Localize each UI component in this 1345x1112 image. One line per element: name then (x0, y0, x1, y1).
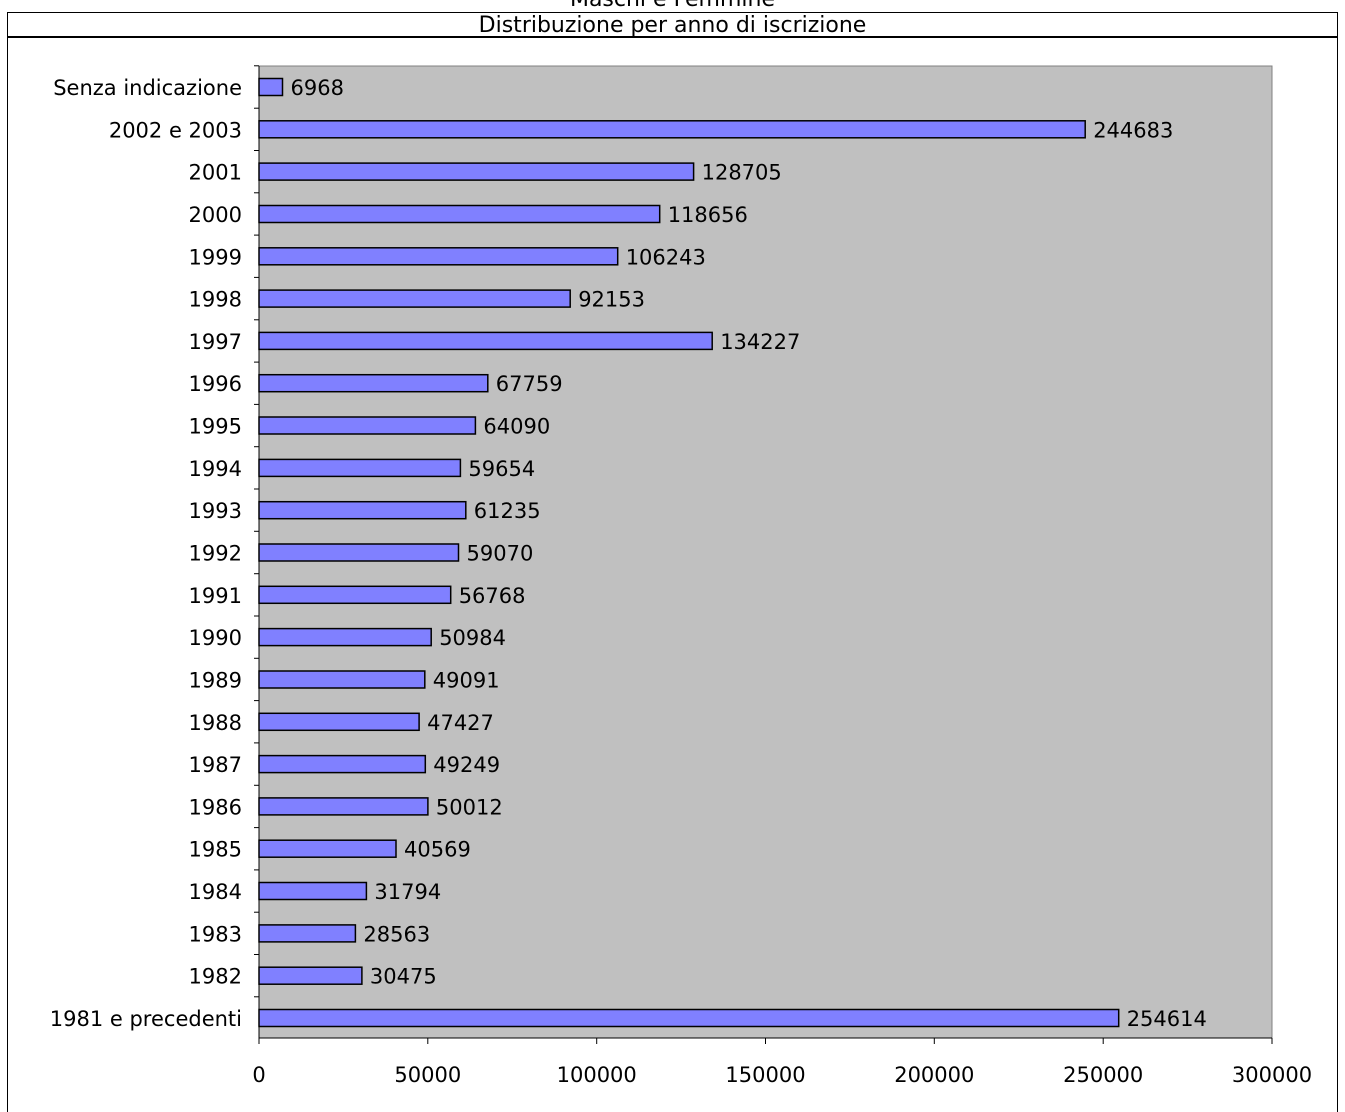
category-label: 1985 (189, 838, 242, 862)
data-label: 47427 (427, 711, 494, 735)
category-label: 1998 (189, 288, 242, 312)
bar (258, 966, 363, 985)
bar (258, 120, 1086, 139)
category-label: 1982 (189, 965, 242, 989)
chart-supertitle: Maschi e Femmine (0, 0, 1345, 12)
category-label: 1990 (189, 626, 242, 650)
bar (258, 754, 427, 774)
bar (258, 712, 420, 732)
category-labels-group: Senza indicazione 2002 e 2003 2001 2000 1999… (50, 65, 259, 1031)
data-label: 118656 (668, 203, 748, 227)
category-label: 1983 (189, 922, 242, 946)
bar (258, 670, 426, 689)
chart-frame (7, 37, 1338, 1112)
x-axis: 0 50000 100000 150000 200000 250000 300000 (252, 1037, 1312, 1087)
data-label: 49091 (433, 669, 500, 693)
data-label: 128705 (702, 161, 782, 185)
data-label: 92153 (578, 288, 645, 312)
data-label: 244683 (1093, 118, 1173, 142)
category-label: 2000 (189, 203, 242, 227)
x-tick-label: 200000 (894, 1063, 974, 1087)
x-tick-label: 100000 (557, 1063, 637, 1087)
x-tick-label: 250000 (1063, 1063, 1143, 1087)
category-label: 1984 (189, 880, 242, 904)
x-tick-label: 50000 (394, 1063, 461, 1087)
category-label: 1996 (189, 372, 242, 396)
bar (258, 162, 695, 181)
bar (258, 585, 452, 605)
bar (258, 204, 661, 224)
category-label: 1989 (189, 669, 242, 693)
bar (258, 416, 477, 435)
bar (258, 373, 489, 393)
category-label: 1994 (189, 457, 242, 481)
category-label: 1988 (189, 711, 242, 735)
category-label: 1986 (189, 795, 242, 819)
category-label: 1992 (189, 542, 242, 566)
bar (258, 627, 432, 647)
category-label: 1997 (189, 330, 242, 354)
x-tick-label: 150000 (725, 1063, 805, 1087)
data-label: 50012 (436, 795, 503, 819)
data-label: 67759 (496, 372, 563, 396)
bar (258, 331, 713, 351)
category-label: Senza indicazione (53, 76, 242, 100)
bar (258, 797, 429, 816)
data-label: 59654 (468, 457, 535, 481)
data-label: 28563 (363, 922, 430, 946)
x-tick-label: 300000 (1232, 1063, 1312, 1087)
bar (258, 458, 462, 478)
data-label: 64090 (483, 415, 550, 439)
data-label: 254614 (1127, 1007, 1207, 1031)
data-label: 30475 (370, 965, 437, 989)
bar (258, 289, 571, 308)
bar (258, 839, 397, 858)
chart-title: Distribuzione per anno di iscrizione (7, 12, 1338, 38)
category-label: 1999 (189, 245, 242, 269)
data-label: 50984 (439, 626, 506, 650)
data-label: 61235 (474, 499, 541, 523)
data-label: 56768 (459, 584, 526, 608)
bar (258, 924, 357, 943)
bars-group (258, 77, 1120, 1028)
category-label: 1991 (189, 584, 242, 608)
category-label: 1993 (189, 499, 242, 523)
data-labels-group: 6968 244683 128705 118656 106243 92153 134227 6… (291, 76, 1207, 1031)
data-label: 106243 (626, 245, 706, 269)
bar (258, 247, 619, 266)
category-label: 1995 (189, 415, 242, 439)
data-label: 59070 (467, 542, 534, 566)
data-label: 49249 (433, 753, 500, 777)
bar (258, 881, 368, 901)
x-tick-label: 0 (252, 1063, 265, 1087)
category-label: 2001 (189, 161, 242, 185)
data-label: 6968 (291, 76, 344, 100)
category-label: 1981 e precedenti (50, 1007, 242, 1031)
category-label: 1987 (189, 753, 242, 777)
data-label: 40569 (404, 838, 471, 862)
category-label: 2002 e 2003 (109, 118, 242, 142)
bar (258, 1008, 1120, 1028)
bar (258, 543, 460, 562)
bar (258, 77, 284, 97)
data-label: 134227 (720, 330, 800, 354)
data-label: 31794 (374, 880, 441, 904)
bar (258, 500, 467, 520)
